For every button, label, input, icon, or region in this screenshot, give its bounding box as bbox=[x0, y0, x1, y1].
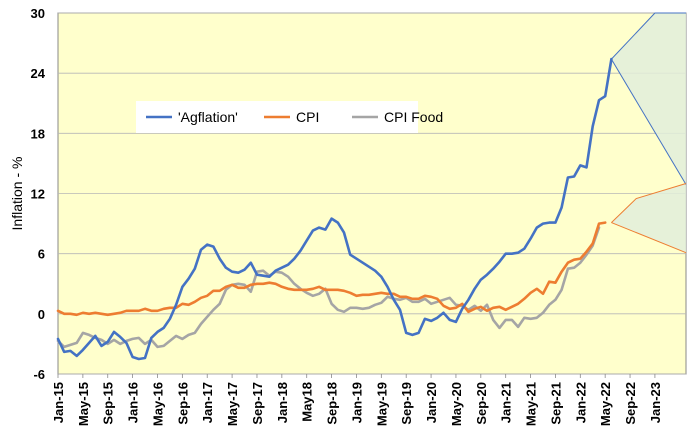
y-tick-label: 0 bbox=[38, 307, 45, 322]
data-series bbox=[56, 57, 613, 361]
x-tick-label: Sep-22 bbox=[623, 382, 638, 425]
x-tick-label: May-17 bbox=[225, 382, 240, 426]
x-tick-label: Jan-20 bbox=[424, 382, 439, 423]
x-tick-label: May-21 bbox=[524, 382, 539, 426]
legend-label: CPI bbox=[296, 109, 319, 125]
y-tick-label: 18 bbox=[31, 126, 45, 141]
x-tick-label: Jan-22 bbox=[573, 382, 588, 423]
cpi-upper-bound bbox=[611, 182, 687, 223]
x-tick-label: Sep-17 bbox=[250, 382, 265, 425]
x-tick-label: Jan-21 bbox=[499, 382, 514, 423]
agflation-upper-bound bbox=[611, 12, 656, 60]
x-tick-label: Sep-20 bbox=[474, 382, 489, 425]
x-tick-label: Sep-18 bbox=[325, 382, 340, 425]
legend-label: CPI Food bbox=[384, 109, 443, 125]
agflation-lower-bound bbox=[610, 58, 687, 185]
series-line-cpi bbox=[56, 221, 607, 317]
y-axis-label: Inflation - % bbox=[9, 157, 25, 231]
x-tick-label: Sep-15 bbox=[101, 382, 116, 425]
x-tick-label: Jan-15 bbox=[51, 382, 66, 423]
projection-cpi-range bbox=[611, 183, 686, 253]
x-tick-label: Jan-16 bbox=[126, 382, 141, 423]
x-tick-label: Sep-16 bbox=[175, 382, 190, 425]
x-tick-label: Sep-21 bbox=[548, 382, 563, 425]
x-tick-label: May18 bbox=[300, 382, 315, 422]
legend-label: 'Agflation' bbox=[178, 109, 238, 125]
x-tick-label: Sep-19 bbox=[399, 382, 414, 425]
y-axis-ticks: 30 24 18 12 6 0 -6 bbox=[31, 6, 46, 382]
y-tick-label: 12 bbox=[31, 187, 45, 202]
gridlines bbox=[58, 12, 686, 375]
y-tick-label: 6 bbox=[38, 247, 45, 262]
x-tick-label: Jan-18 bbox=[275, 382, 290, 423]
x-axis-ticks: Jan-15 May-15 Sep-15 Jan-16 May-16 Sep-16 Jan-… bbox=[51, 374, 663, 426]
y-tick-label: 30 bbox=[31, 6, 45, 21]
x-tick-label: Jan-19 bbox=[349, 382, 364, 423]
x-tick-label: May-15 bbox=[76, 382, 91, 426]
x-tick-label: May-16 bbox=[150, 382, 165, 426]
x-tick-label: May-20 bbox=[449, 382, 464, 426]
x-tick-label: May-22 bbox=[598, 382, 613, 426]
cpi-lower-bound bbox=[611, 222, 687, 254]
y-tick-label: -6 bbox=[33, 367, 45, 382]
x-tick-label: May-19 bbox=[374, 382, 389, 426]
legend: 'Agflation' CPI CPI Food bbox=[136, 101, 443, 133]
x-tick-label: Jan-17 bbox=[200, 382, 215, 423]
series-line-agflation bbox=[56, 57, 613, 361]
projection-areas bbox=[610, 12, 687, 254]
projection-agflation-range bbox=[611, 13, 686, 185]
series-line-cpi-food bbox=[56, 226, 601, 349]
y-tick-label: 24 bbox=[31, 66, 46, 81]
x-tick-label: Jan-23 bbox=[648, 382, 663, 423]
